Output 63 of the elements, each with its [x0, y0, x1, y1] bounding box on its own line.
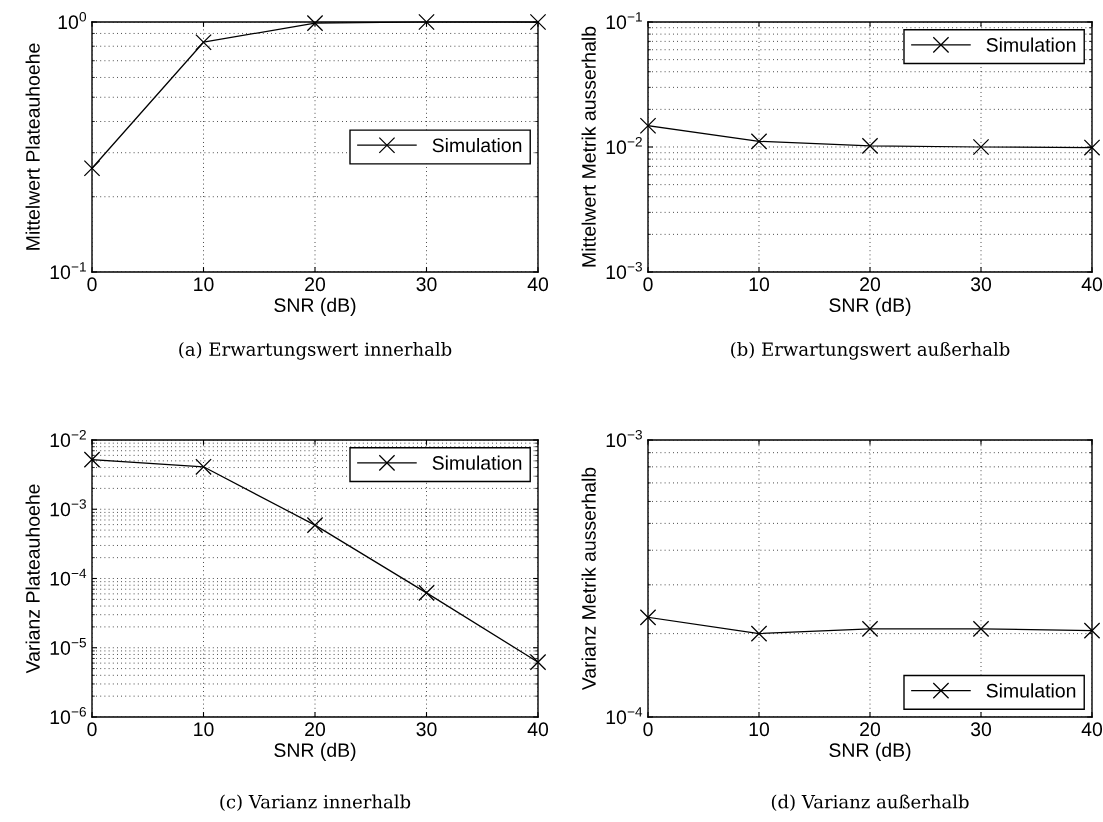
- x-axis-title: SNR (dB): [274, 297, 356, 316]
- point: [418, 584, 435, 602]
- x-tick-label: 0: [87, 722, 97, 737]
- text: (b) Erwartungswert außerhalb: [731, 342, 1010, 360]
- point: [639, 117, 657, 134]
- y-tick-label: 10$^{−4}$: [606, 707, 643, 725]
- legend-label: Simulation: [432, 455, 522, 470]
- point: [306, 516, 324, 534]
- point: [529, 653, 547, 671]
- x-tick-label: 30: [970, 722, 992, 737]
- x-tick-label: 30: [970, 277, 992, 292]
- y-tick-label: 10$^{−6}$: [50, 706, 86, 725]
- y-axis-title: Varianz Metrik ausserhalb: [581, 467, 596, 691]
- y-tick-label: 10$^{−4}$: [50, 568, 87, 586]
- x-tick-label: 20: [305, 277, 326, 292]
- x-tick-label: 10: [194, 722, 214, 737]
- point: [1083, 139, 1101, 156]
- x-tick-label: 0: [643, 722, 653, 737]
- x-tick-label: 40: [1081, 722, 1103, 737]
- y-tick-label: 10$^{−1}$: [50, 262, 86, 280]
- x-axis-title: SNR (dB): [829, 742, 911, 761]
- point: [195, 33, 212, 51]
- x-axis-title: SNR (dB): [829, 297, 911, 316]
- point: [861, 137, 879, 155]
- y-axis-title: Mittelwert Plateauhoehe: [25, 43, 40, 250]
- y-tick-label: 10$^{−2}$: [50, 429, 86, 448]
- point: [972, 138, 990, 156]
- y-tick-label: 10$^{0}$: [58, 11, 87, 30]
- y-axis-title: Mittelwert Metrik ausserhalb: [581, 26, 596, 267]
- point: [529, 13, 547, 31]
- x-tick-label: 30: [416, 277, 437, 292]
- x-tick-label: 10: [749, 722, 770, 737]
- x-tick-label: 40: [527, 722, 549, 737]
- y-tick-label: 10$^{−3}$: [50, 499, 86, 517]
- x-tick-label: 10: [194, 277, 214, 292]
- x-tick-label: 0: [643, 277, 653, 292]
- y-tick-label: 10$^{−3}$: [606, 429, 642, 448]
- x-tick-label: 30: [416, 722, 437, 737]
- x-tick-label: 10: [749, 277, 770, 292]
- text: (a) Erwartungswert innerhalb: [179, 342, 452, 360]
- point: [750, 133, 768, 150]
- text: (c) Varianz innerhalb: [220, 794, 411, 812]
- x-tick-label: 20: [860, 277, 881, 292]
- y-tick-label: 10$^{−3}$: [606, 261, 642, 280]
- y-tick-label: 10$^{−2}$: [606, 136, 642, 155]
- legend-label: Simulation: [986, 37, 1076, 52]
- x-tick-label: 20: [860, 722, 881, 737]
- point: [83, 159, 101, 177]
- point: [418, 13, 435, 31]
- point: [306, 14, 324, 32]
- x-tick-label: 20: [305, 722, 326, 737]
- x-tick-label: 40: [1081, 277, 1103, 292]
- y-tick-label: 10$^{−5}$: [50, 637, 86, 655]
- x-tick-label: 40: [527, 277, 549, 292]
- x-tick-label: 0: [87, 277, 97, 292]
- text: (d) Varianz außerhalb: [771, 794, 969, 812]
- legend-label: Simulation: [986, 683, 1076, 698]
- point: [83, 451, 101, 468]
- x-axis-title: SNR (dB): [274, 742, 356, 761]
- y-axis-title: Varianz Plateauhoehe: [25, 484, 40, 674]
- point: [195, 458, 212, 476]
- legend-label: Simulation: [432, 137, 522, 153]
- y-tick-label: 10$^{−1}$: [606, 12, 642, 30]
